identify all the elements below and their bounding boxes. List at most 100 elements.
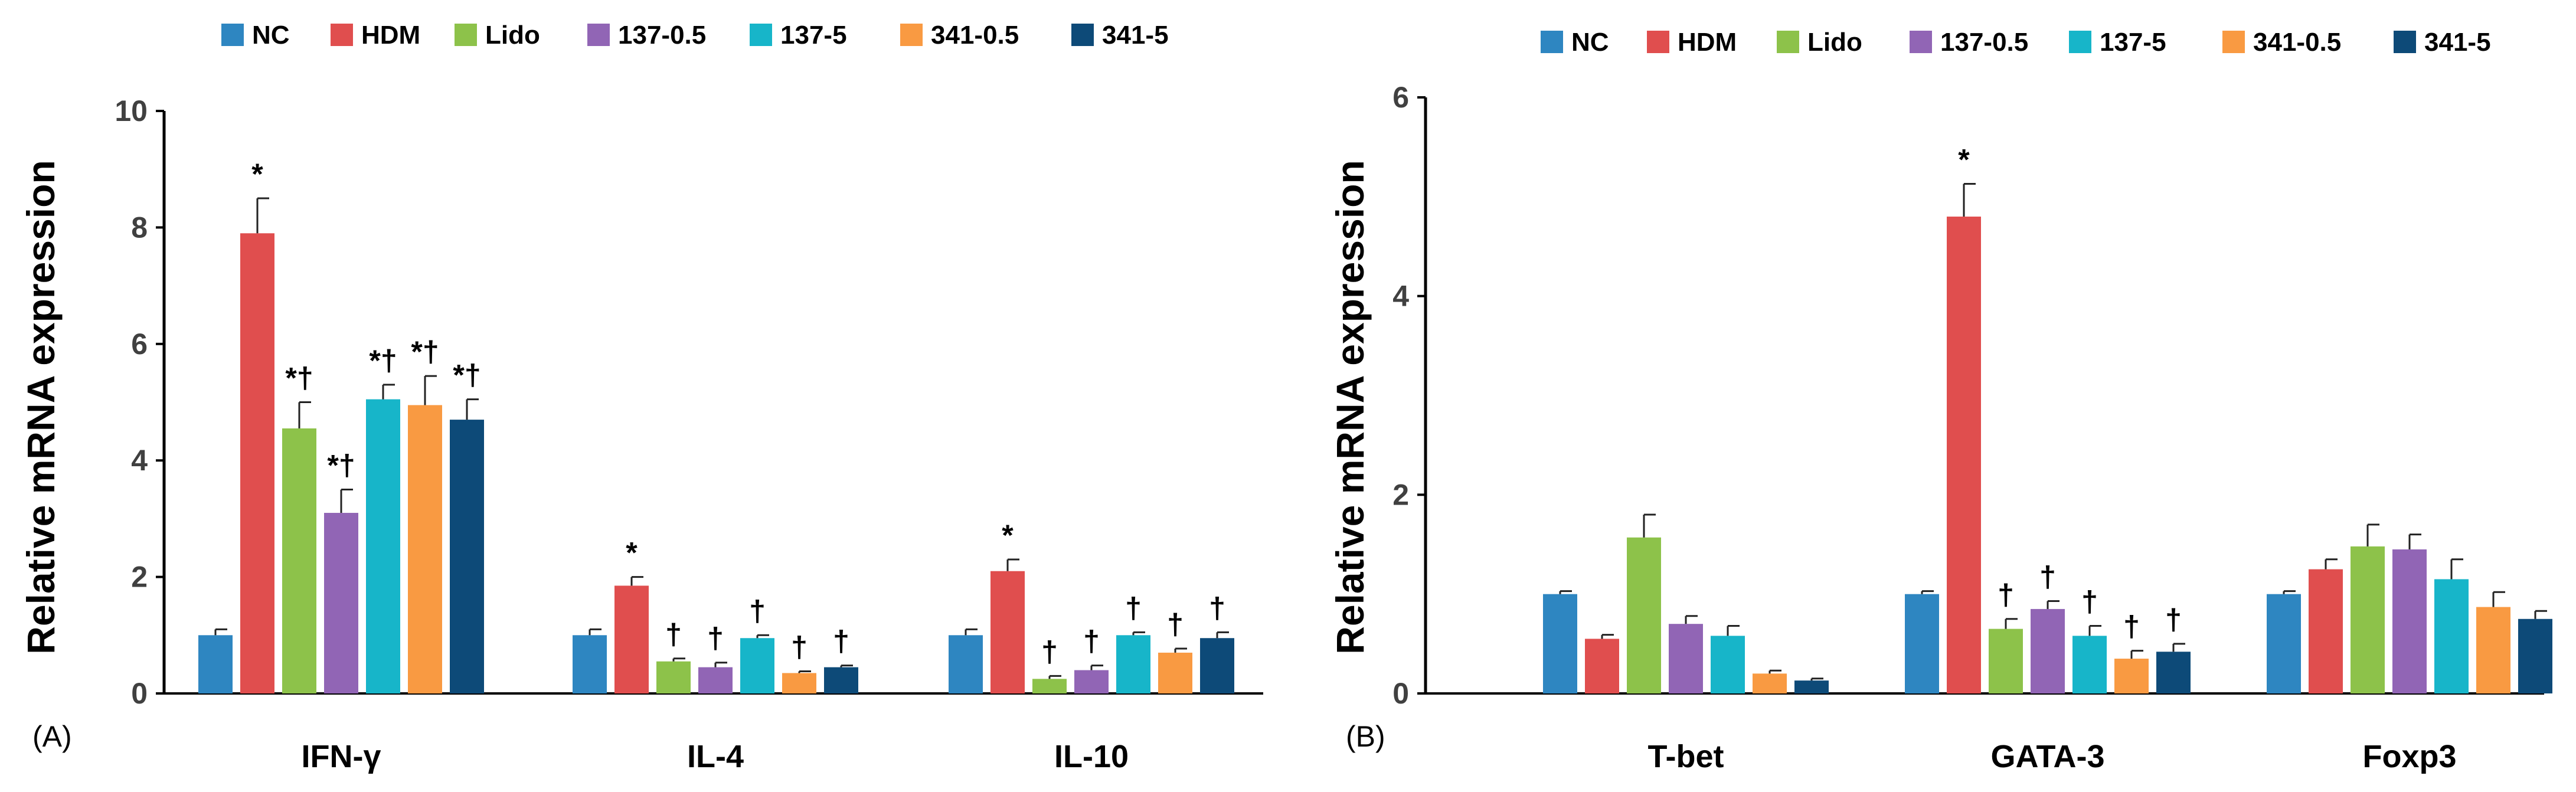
significance-mark: † <box>707 622 724 655</box>
bar-t-bet-hdm <box>1585 639 1619 693</box>
y-tick-label: 4 <box>131 444 148 477</box>
y-tick-label: 6 <box>1392 81 1409 114</box>
y-tick-label: 6 <box>131 328 148 361</box>
significance-mark: *† <box>453 359 480 392</box>
bar-ifn-nc <box>198 635 233 693</box>
bar-gata-3-lido <box>1989 629 2023 693</box>
bar-il-4-341-0-5 <box>782 673 816 693</box>
bar-il-4-341-5 <box>824 667 858 693</box>
legend-label-hdm: HDM <box>361 21 420 50</box>
significance-mark: † <box>665 618 682 651</box>
significance-mark: *† <box>327 449 355 482</box>
bar-foxp3-lido <box>2351 546 2385 693</box>
bar-foxp3-341-0-5 <box>2476 607 2510 693</box>
significance-mark: † <box>791 630 808 663</box>
y-axis-title: Relative mRNA expression <box>1328 160 1372 654</box>
legend-label-hdm: HDM <box>1678 28 1737 57</box>
bar-il-4-137-5 <box>740 638 774 693</box>
significance-mark: † <box>833 625 849 658</box>
legend-label-lido: Lido <box>485 21 540 50</box>
bar-foxp3-137-0-5 <box>2392 549 2427 693</box>
x-category-label: IL-4 <box>687 739 744 774</box>
x-category-label: IFN-γ <box>302 739 381 774</box>
bar-ifn-137-0-5 <box>324 513 358 693</box>
significance-mark: † <box>1125 591 1142 624</box>
legend-swatch-nc <box>221 24 244 46</box>
y-tick-label: 4 <box>1392 280 1409 313</box>
bar-foxp3-137-5 <box>2434 579 2469 693</box>
panel-label: (A) <box>32 720 72 753</box>
legend-swatch-341-0-5 <box>900 24 923 46</box>
legend-swatch-lido <box>1777 31 1799 53</box>
significance-mark: * <box>251 158 263 191</box>
y-tick-label: 2 <box>131 561 148 594</box>
legend-swatch-137-5 <box>2069 31 2091 53</box>
x-category-label: T-bet <box>1648 739 1724 774</box>
bar-il-10-nc <box>949 635 983 693</box>
x-category-label: IL-10 <box>1054 739 1129 774</box>
bar-foxp3-hdm <box>2309 569 2343 693</box>
legend-swatch-lido <box>455 24 477 46</box>
significance-mark: * <box>626 536 638 570</box>
legend-label-341-5: 341-5 <box>2424 28 2491 57</box>
significance-mark: † <box>1998 578 2014 611</box>
y-axis-title: Relative mRNA expression <box>19 160 63 654</box>
significance-mark: † <box>749 594 766 627</box>
legend-label-341-0-5: 341-0.5 <box>2253 28 2341 57</box>
bar-il-10-137-0-5 <box>1074 670 1109 693</box>
legend-label-341-5: 341-5 <box>1102 21 1169 50</box>
y-tick-label: 0 <box>1392 677 1409 710</box>
bar-il-4-nc <box>573 635 607 693</box>
significance-mark: * <box>1958 143 1970 176</box>
legend-swatch-341-5 <box>2394 31 2416 53</box>
legend-swatch-341-0-5 <box>2222 31 2245 53</box>
y-tick-label: 8 <box>131 211 148 244</box>
x-category-label: Foxp3 <box>2362 739 2456 774</box>
significance-mark: † <box>1167 608 1184 641</box>
legend-label-lido: Lido <box>1807 28 1862 57</box>
bar-ifn-341-5 <box>450 420 484 693</box>
bar-foxp3-nc <box>2267 594 2301 693</box>
significance-mark: * <box>1002 519 1014 552</box>
x-category-label: GATA-3 <box>1991 739 2105 774</box>
legend-label-137-0-5: 137-0.5 <box>618 21 706 50</box>
legend-label-nc: NC <box>1571 28 1609 57</box>
chart-panel-b: 0 2 4 6 Relative mRNA expression (B) T-bet * † † †… <box>1328 81 2552 774</box>
y-tick-label: 2 <box>1392 478 1409 511</box>
bar-t-bet-341-5 <box>1794 680 1829 693</box>
legend-swatch-137-5 <box>750 24 772 46</box>
bar-ifn-hdm <box>240 233 274 693</box>
bar-il-10-341-0-5 <box>1158 652 1192 693</box>
bar-ifn-lido <box>282 428 316 693</box>
significance-mark: † <box>2081 585 2098 618</box>
bar-il-10-lido <box>1032 679 1067 693</box>
significance-mark: † <box>1041 635 1058 668</box>
legend-label-nc: NC <box>252 21 290 50</box>
legend-panel-b: NC HDM Lido 137-0.5 137-5 341-0.5 341-5 <box>1541 28 2491 57</box>
legend-swatch-hdm <box>1647 31 1669 53</box>
bar-t-bet-137-5 <box>1711 636 1745 693</box>
bar-il-10-341-5 <box>1200 638 1234 693</box>
legend-label-341-0-5: 341-0.5 <box>931 21 1019 50</box>
bar-gata-3-341-0-5 <box>2114 659 2149 693</box>
legend-panel-a: NC HDM Lido 137-0.5 137-5 341-0.5 341-5 <box>221 21 1169 50</box>
bar-t-bet-341-0-5 <box>1753 673 1787 693</box>
bar-t-bet-nc <box>1543 594 1577 693</box>
significance-mark: † <box>2123 610 2140 643</box>
bar-ifn-341-0-5 <box>408 405 442 693</box>
legend-swatch-137-0-5 <box>1910 31 1932 53</box>
bar-ifn-137-5 <box>366 399 400 693</box>
bar-gata-3-hdm <box>1947 217 1981 693</box>
legend-label-137-5: 137-5 <box>780 21 847 50</box>
significance-mark: *† <box>411 335 439 368</box>
y-tick-label: 10 <box>115 94 148 127</box>
bar-foxp3-341-5 <box>2518 618 2552 693</box>
significance-mark: † <box>2039 560 2056 593</box>
bar-t-bet-137-0-5 <box>1669 624 1703 693</box>
significance-mark: † <box>2165 603 2182 636</box>
bar-il-4-lido <box>656 661 691 693</box>
significance-mark: † <box>1209 591 1225 624</box>
bar-il-10-hdm <box>990 571 1025 693</box>
